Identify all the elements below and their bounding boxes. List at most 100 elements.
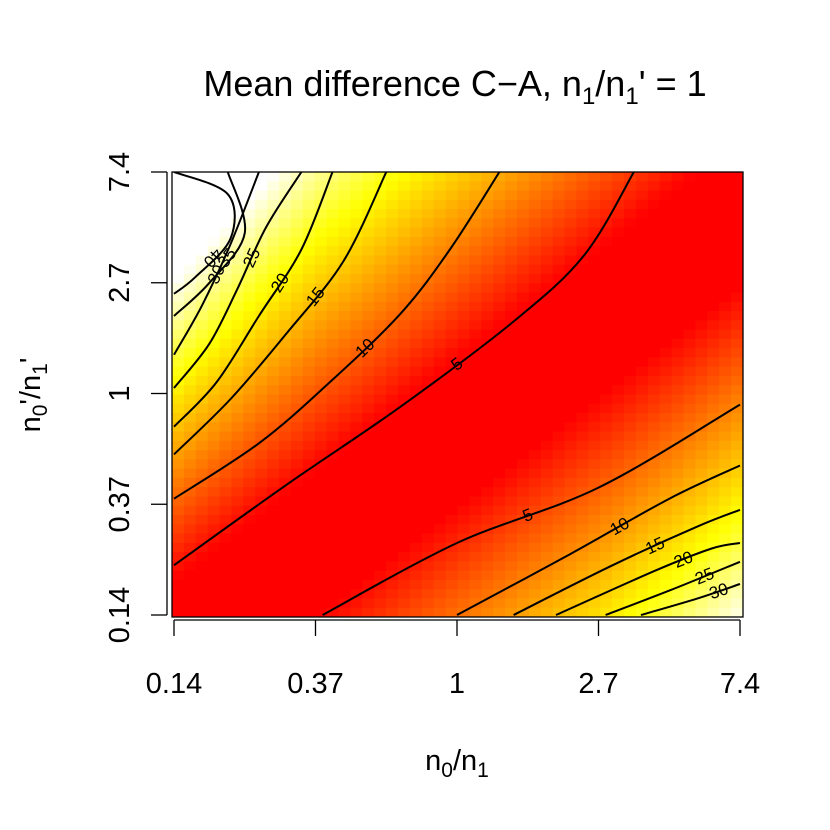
heatmap-cell xyxy=(314,533,328,544)
heatmap-cell xyxy=(457,264,470,275)
heatmap-cell xyxy=(516,524,530,535)
heatmap-cell xyxy=(421,311,435,321)
heatmap-cell xyxy=(326,440,340,451)
heatmap-cell xyxy=(564,292,578,303)
heatmap-cell xyxy=(219,199,233,210)
heatmap-cell xyxy=(457,515,470,525)
heatmap-cell xyxy=(445,329,459,340)
heatmap-cell xyxy=(469,487,482,498)
heatmap-cell xyxy=(302,524,316,535)
heatmap-cell xyxy=(612,236,625,247)
heatmap-cell xyxy=(600,311,613,321)
heatmap-cell xyxy=(540,320,554,331)
y-tick-label: 2.7 xyxy=(104,263,136,303)
heatmap-cell xyxy=(433,552,447,562)
heatmap-cell xyxy=(540,598,554,609)
heatmap-cell xyxy=(386,403,399,414)
heatmap-cell xyxy=(255,413,268,423)
heatmap-cell xyxy=(374,375,387,386)
heatmap-cell xyxy=(267,218,280,229)
heatmap-cell xyxy=(552,431,566,442)
heatmap-cell xyxy=(290,607,304,617)
heatmap-cell xyxy=(445,552,459,562)
heatmap-cell xyxy=(457,227,470,238)
heatmap-cell xyxy=(362,255,375,266)
title-sub-1: 1 xyxy=(582,83,595,110)
heatmap-cell xyxy=(350,422,363,433)
heatmap-cell xyxy=(314,570,328,581)
heatmap-cell xyxy=(421,348,435,359)
heatmap-cell xyxy=(433,246,447,257)
heatmap-cell xyxy=(314,320,328,331)
heatmap-cell xyxy=(362,552,375,562)
heatmap-cell xyxy=(219,338,233,349)
heatmap-cell xyxy=(588,403,601,414)
heatmap-cell xyxy=(314,515,328,525)
heatmap-cell xyxy=(516,172,530,182)
heatmap-cell xyxy=(505,598,518,609)
heatmap-cell xyxy=(493,255,506,266)
heatmap-cell xyxy=(172,320,185,331)
heatmap-cell xyxy=(386,468,399,479)
heatmap-cell xyxy=(183,440,197,451)
heatmap-cell xyxy=(219,375,233,386)
heatmap-cell xyxy=(481,413,494,423)
heatmap-cell xyxy=(659,385,673,396)
heatmap-cell xyxy=(231,589,244,600)
heatmap-cell xyxy=(683,533,697,544)
heatmap-cell xyxy=(588,227,601,238)
heatmap-cell xyxy=(409,403,423,414)
heatmap-cell xyxy=(540,246,554,257)
heatmap-cell xyxy=(267,579,280,590)
heatmap-cell xyxy=(314,181,328,192)
heatmap-cell xyxy=(469,385,482,396)
heatmap-cell xyxy=(350,505,363,516)
heatmap-cell xyxy=(671,348,685,359)
heatmap-cell xyxy=(707,199,720,210)
heatmap-cell xyxy=(505,190,518,201)
heatmap-cell xyxy=(635,190,649,201)
heatmap-cell xyxy=(731,403,743,414)
heatmap-cell xyxy=(600,209,613,219)
heatmap-cell xyxy=(481,524,494,535)
heatmap-cell xyxy=(231,320,244,331)
heatmap-cell xyxy=(433,413,447,423)
heatmap-cell xyxy=(505,292,518,303)
heatmap-cell xyxy=(421,505,435,516)
heatmap-cell xyxy=(243,450,256,460)
heatmap-cell xyxy=(516,385,530,396)
x-tick-label: 2.7 xyxy=(578,668,618,700)
heatmap-cell xyxy=(350,450,363,460)
heatmap-cell xyxy=(433,329,447,340)
heatmap-cell xyxy=(731,283,743,294)
heatmap-cell xyxy=(243,338,256,349)
heatmap-cell xyxy=(516,218,530,229)
heatmap-cell xyxy=(207,422,221,433)
heatmap-cell xyxy=(255,329,268,340)
heatmap-cell xyxy=(421,227,435,238)
heatmap-cell xyxy=(195,283,209,294)
heatmap-cell xyxy=(516,181,530,192)
heatmap-cell xyxy=(719,366,732,377)
heatmap-cell xyxy=(659,209,673,219)
heatmap-cell xyxy=(421,579,435,590)
heatmap-cell xyxy=(588,218,601,229)
heatmap-cell xyxy=(671,468,685,479)
heatmap-cell xyxy=(338,552,352,562)
heatmap-cell xyxy=(255,403,268,414)
heatmap-cell xyxy=(219,403,233,414)
heatmap-cell xyxy=(350,181,363,192)
heatmap-cell xyxy=(326,357,340,368)
contour-line-lower-5 xyxy=(322,403,741,616)
heatmap-cell xyxy=(183,255,197,266)
heatmap-cell xyxy=(493,431,506,442)
heatmap-cell xyxy=(374,468,387,479)
heatmap-cell xyxy=(267,357,280,368)
heatmap-cell xyxy=(386,190,399,201)
heatmap-cell xyxy=(481,283,494,294)
heatmap-cell xyxy=(445,375,459,386)
heatmap-cell xyxy=(552,607,566,617)
heatmap-cell xyxy=(374,589,387,600)
heatmap-cell xyxy=(302,375,316,386)
heatmap-cell xyxy=(290,468,304,479)
